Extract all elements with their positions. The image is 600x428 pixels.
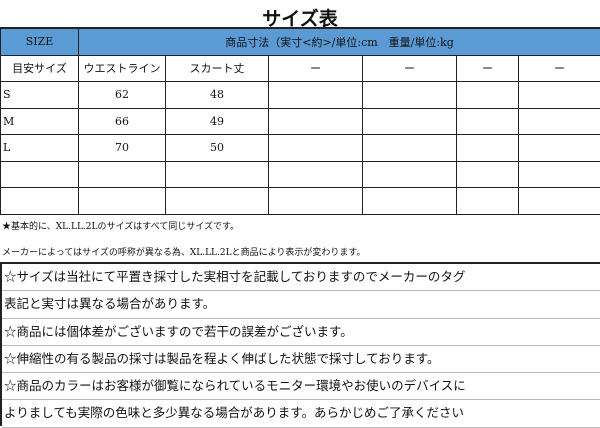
table-cell xyxy=(519,161,600,188)
table-cell: 70 xyxy=(79,135,166,162)
column-header: スカート丈 xyxy=(166,55,269,82)
table-cell xyxy=(363,161,457,188)
disclaimer-line: ☆商品のカラーはお客様が御覧になられているモニター環境やお使いのデバイスに xyxy=(2,373,600,400)
table-cell xyxy=(269,135,363,162)
column-header-row: 目安サイズウエストラインスカート丈ーーーー xyxy=(1,55,600,82)
table-header-row: SIZE 商品寸法（実寸<約>/単位:cm 重量/単位:kg xyxy=(1,28,600,55)
table-cell xyxy=(363,188,457,215)
table-cell xyxy=(269,82,363,109)
dimensions-header: 商品寸法（実寸<約>/単位:cm 重量/単位:kg xyxy=(79,28,600,55)
table-cell xyxy=(457,161,519,188)
column-header: ウエストライン xyxy=(79,55,166,82)
column-header: ー xyxy=(519,55,600,82)
table-cell xyxy=(519,188,600,215)
table-cell: S xyxy=(1,82,79,109)
column-header: ー xyxy=(269,55,363,82)
disclaimer-line: ☆サイズは当社にて平置き採寸した実相寸を記載しておりますのでメーカーのタグ xyxy=(2,264,600,291)
table-cell xyxy=(519,108,600,135)
table-cell: 62 xyxy=(79,82,166,109)
table-row xyxy=(1,161,600,188)
disclaimer-line: 表記と実寸は異なる場合があります。 xyxy=(2,291,600,318)
column-header: ー xyxy=(457,55,519,82)
table-cell xyxy=(457,108,519,135)
size-table: SIZE 商品寸法（実寸<約>/単位:cm 重量/単位:kg 目安サイズウエスト… xyxy=(0,27,600,215)
table-cell xyxy=(457,135,519,162)
table-cell xyxy=(1,188,79,215)
table-cell: 48 xyxy=(166,82,269,109)
disclaimer-line: ☆商品には個体差がございますので若干の誤差がございます。 xyxy=(2,319,600,346)
disclaimer-line: ☆伸縮性の有る製品の採寸は製品を程よく伸ばした状態で採寸しております。 xyxy=(2,346,600,373)
table-cell xyxy=(363,135,457,162)
column-header: 目安サイズ xyxy=(1,55,79,82)
note-2: メーカーによってはサイズの呼称が異なる為、XL.LL.2Lと商品により表示が変わ… xyxy=(2,245,366,258)
note-1: ★基本的に、XL.LL.2Lのサイズはすべて同じサイズです。 xyxy=(2,219,239,232)
table-row xyxy=(1,188,600,215)
disclaimer-box: ☆サイズは当社にて平置き採寸した実相寸を記載しておりますのでメーカーのタグ表記と… xyxy=(0,262,600,426)
table-cell xyxy=(166,188,269,215)
table-cell xyxy=(79,188,166,215)
column-header: ー xyxy=(363,55,457,82)
table-cell xyxy=(519,135,600,162)
size-header: SIZE xyxy=(1,28,79,55)
table-cell: M xyxy=(1,108,79,135)
table-cell: 66 xyxy=(79,108,166,135)
table-cell xyxy=(1,161,79,188)
table-cell xyxy=(363,82,457,109)
table-cell xyxy=(269,188,363,215)
table-cell xyxy=(269,161,363,188)
table-cell xyxy=(457,188,519,215)
table-cell xyxy=(166,161,269,188)
table-cell xyxy=(363,108,457,135)
table-cell xyxy=(519,82,600,109)
table-cell: L xyxy=(1,135,79,162)
table-cell xyxy=(457,82,519,109)
table-cell xyxy=(269,108,363,135)
table-cell xyxy=(79,161,166,188)
table-cell: 50 xyxy=(166,135,269,162)
table-cell: 49 xyxy=(166,108,269,135)
